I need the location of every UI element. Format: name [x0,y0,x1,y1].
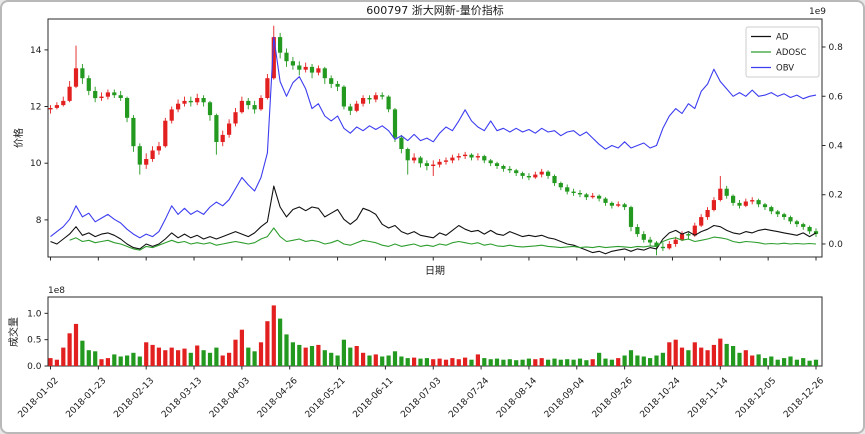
date-tick-label: 2018-03-13 [160,376,204,420]
date-tick-label: 2018-05-21 [304,376,348,420]
price-tick-label: 8 [36,216,42,226]
series-line-obv [50,36,817,239]
date-tick-label: 2018-09-26 [591,376,635,420]
price-panel [47,18,823,258]
date-tick-label: 2018-12-05 [734,376,778,420]
volume-axis-label: 成交量 [7,317,20,347]
legend-label-obv: OBV [776,64,794,74]
date-tick-label: 2018-11-14 [686,376,730,420]
price-tick-label: 10 [30,159,42,169]
indicator-tick-label: 0.0 [829,240,844,250]
volume-tick-label: 0.0 [27,362,42,372]
date-tick-label: 2018-02-13 [112,376,156,420]
chart-title: 600797 浙大网新-量价指标 [366,3,503,17]
indicator-tick-label: 0.8 [829,43,844,53]
date-tick-label: 2018-04-26 [256,376,300,420]
date-tick-label: 2018-01-23 [64,376,108,420]
indicator-tick-label: 0.2 [829,191,843,201]
axis-ticks: 8 10 12 14 0.0 0.2 0.4 0.6 0.8 0.0 0.5 1.0 [27,43,843,372]
indicator-lines [50,36,817,255]
date-tick-label: 2018-07-24 [447,376,491,420]
series-line-ad [50,185,817,255]
date-tick-label: 2018-04-03 [208,376,252,420]
series-line-adosc [69,227,817,251]
legend-box [745,26,820,78]
date-tick-labels: 2018-01-02 2018-01-23 2018-02-13 2018-03-13… [17,376,827,420]
date-axis-label: 日期 [425,265,445,277]
date-tick-label: 2018-07-03 [399,376,443,420]
volume-axis-offset-label: 1e8 [48,286,65,296]
date-tick-label: 2018-12-26 [782,376,826,420]
date-tick-label: 2018-08-14 [495,376,539,420]
price-axis-label: 价格 [12,128,25,148]
legend-label-adosc: ADOSC [776,48,806,58]
indicator-tick-label: 0.4 [829,142,844,152]
volume-tick-label: 0.5 [27,336,41,346]
date-tick-label: 2018-01-02 [17,376,61,420]
indicator-tick-label: 0.6 [829,92,844,102]
date-tick-label: 2018-10-24 [639,376,683,420]
legend: AD ADOSC OBV [745,26,820,78]
date-tick-label: 2018-06-11 [351,376,395,420]
volume-bars [48,305,819,366]
price-tick-label: 14 [30,46,42,56]
volume-tick-label: 1.0 [27,309,42,319]
right-axis-offset-label: 1e9 [809,7,826,17]
price-tick-label: 12 [30,103,41,113]
legend-label-ad: AD [776,33,789,43]
candlestick-series [48,25,819,256]
date-tick-label: 2018-09-04 [543,376,587,420]
